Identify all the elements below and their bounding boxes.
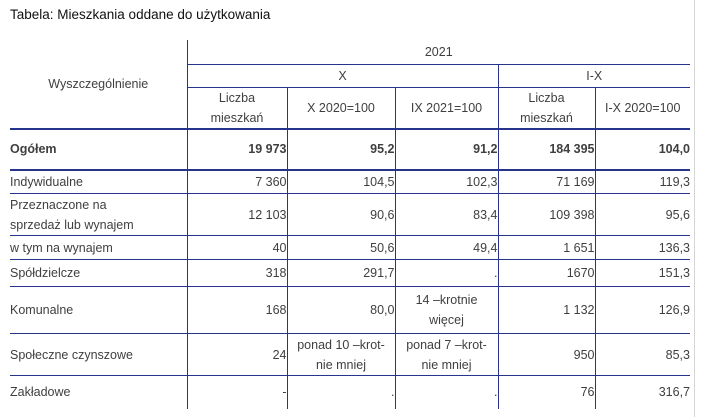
table-row: Indywidualne 7 360 104,5 102,3 71 169 11… <box>10 169 690 194</box>
cell-value: 7 360 <box>186 169 287 194</box>
cell-value: 71 169 <box>497 169 595 194</box>
cell-value: 50,6 <box>286 235 395 260</box>
cell-value: 80,0 <box>286 286 395 334</box>
table-row: w tym na wynajem 40 50,6 49,4 1 651 136,… <box>10 235 690 260</box>
col-header-ix2020: I-X 2020=100 <box>594 87 690 130</box>
cell-value: 14 –krotnie więcej <box>394 286 498 334</box>
cell-value: 291,7 <box>286 259 395 287</box>
cell-value: 1670 <box>497 259 595 287</box>
row-label: Ogółem <box>10 128 187 171</box>
cell-value: . <box>394 375 498 409</box>
table-row: Przeznaczone na sprzedaż lub wynajem 12 … <box>10 193 690 236</box>
cell-value: 83,4 <box>394 193 498 236</box>
cell-value: 95,6 <box>594 193 690 236</box>
col-header-year: 2021 <box>187 40 690 65</box>
cell-value: 151,3 <box>594 259 690 287</box>
col-header-liczba-x: Liczba mieszkań <box>187 87 287 130</box>
cell-value: . <box>286 375 395 409</box>
page-title: Tabela: Mieszkania oddane do użytkowania <box>10 7 271 22</box>
cell-value: 136,3 <box>594 235 690 260</box>
window-edge-divider <box>694 0 695 417</box>
cell-value: ponad 10 –krot- nie mniej <box>286 333 395 376</box>
col-header-period-ix: I-X <box>498 64 690 88</box>
col-header-spec: Wyszczególnienie <box>10 40 188 130</box>
col-header-period-x: X <box>187 64 499 88</box>
cell-value: 1 651 <box>497 235 595 260</box>
row-label: w tym na wynajem <box>10 235 187 260</box>
cell-value: 1 132 <box>497 286 595 334</box>
cell-value: 49,4 <box>394 235 498 260</box>
cell-value: 90,6 <box>286 193 395 236</box>
col-header-x2020: X 2020=100 <box>286 87 395 130</box>
cell-value: 104,5 <box>286 169 395 194</box>
cell-value: 109 398 <box>497 193 595 236</box>
row-label: Komunalne <box>10 286 187 334</box>
col-header-liczba-ix: Liczba mieszkań <box>497 87 595 130</box>
table-row: Ogółem 19 973 95,2 91,2 184 395 104,0 <box>10 128 690 171</box>
header-row-year: Wyszczególnienie 2021 <box>10 40 690 130</box>
cell-value: 104,0 <box>594 128 690 171</box>
table-row: Zakładowe - . . 76 316,7 <box>10 375 690 409</box>
cell-value: 184 395 <box>497 128 595 171</box>
cell-value: 168 <box>186 286 287 334</box>
header-row-sub: Liczba mieszkań X 2020=100 IX 2021=100 L… <box>10 87 690 130</box>
table-row: Komunalne 168 80,0 14 –krotnie więcej 1 … <box>10 286 690 334</box>
cell-value: 85,3 <box>594 333 690 376</box>
cell-value: 119,3 <box>594 169 690 194</box>
cell-value: . <box>394 259 498 287</box>
row-label: Społeczne czynszowe <box>10 333 187 376</box>
table-row: Społeczne czynszowe 24 ponad 10 –krot- n… <box>10 333 690 376</box>
cell-value: 318 <box>186 259 287 287</box>
cell-value: 316,7 <box>594 375 690 409</box>
cell-value: 19 973 <box>186 128 287 171</box>
row-label: Indywidualne <box>10 169 187 194</box>
cell-value: 76 <box>497 375 595 409</box>
cell-value: 24 <box>186 333 287 376</box>
cell-value: 40 <box>186 235 287 260</box>
cell-value: 102,3 <box>394 169 498 194</box>
col-header-ix2021: IX 2021=100 <box>394 87 498 130</box>
cell-value: 12 103 <box>186 193 287 236</box>
row-label: Zakładowe <box>10 385 71 400</box>
header-row-period: X I-X <box>10 64 690 88</box>
row-label: Spółdzielcze <box>10 259 187 287</box>
cell-value: 950 <box>497 333 595 376</box>
dwellings-table: Wyszczególnienie 2021 X I-X Liczba miesz… <box>10 40 690 409</box>
row-label: Przeznaczone na sprzedaż lub wynajem <box>10 193 187 236</box>
cell-value: 95,2 <box>286 128 395 171</box>
cell-value: 126,9 <box>594 286 690 334</box>
cell-value: 91,2 <box>394 128 498 171</box>
cell-value: ponad 7 –krot- nie mniej <box>394 333 498 376</box>
table-row: Spółdzielcze 318 291,7 . 1670 151,3 <box>10 259 690 287</box>
cell-value: - <box>186 375 287 409</box>
